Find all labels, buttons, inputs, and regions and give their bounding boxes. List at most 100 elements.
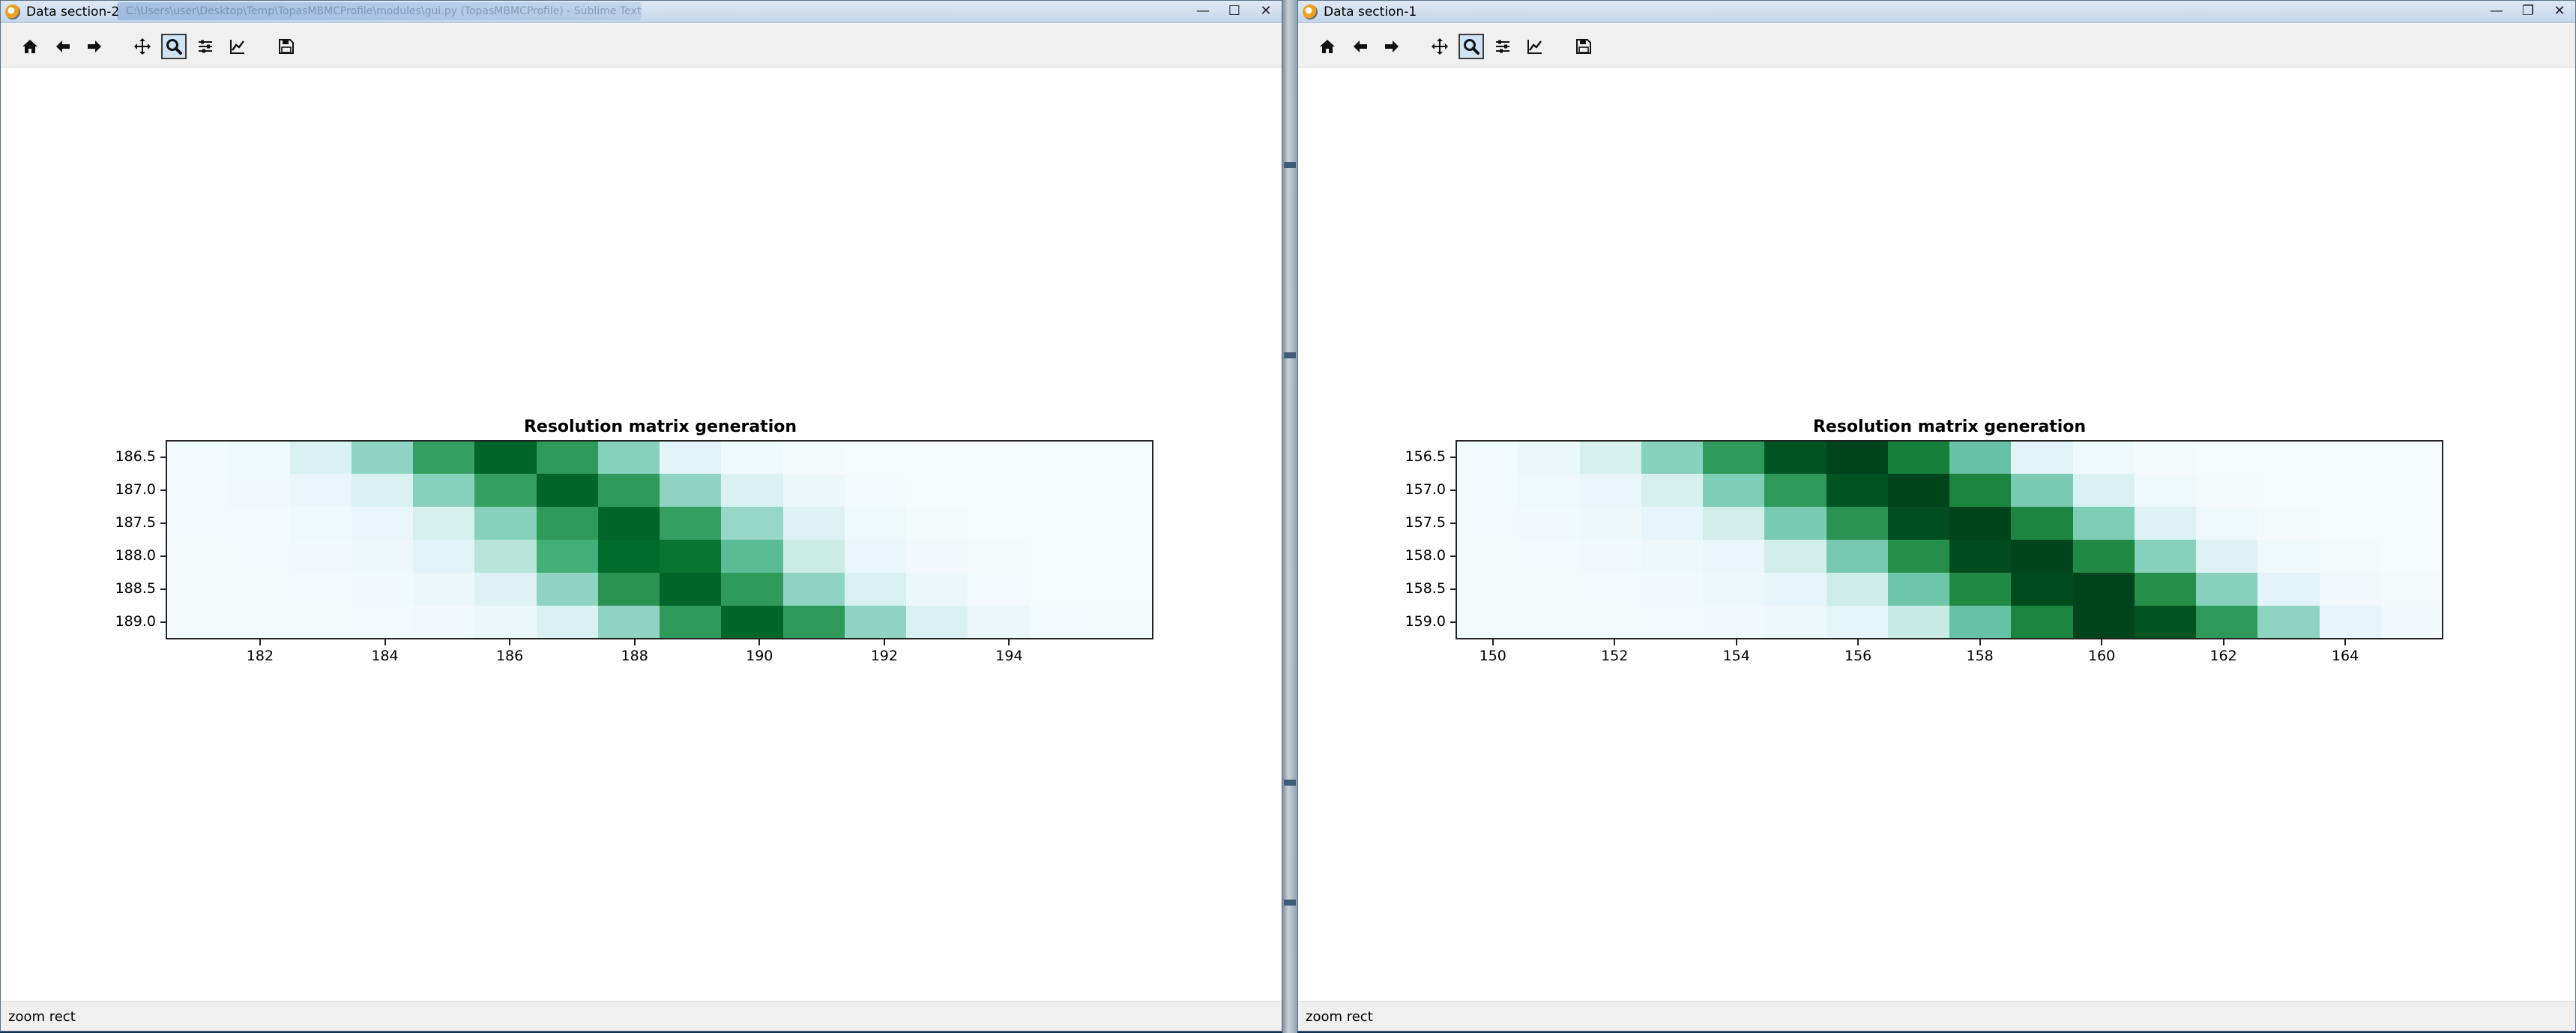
zoom-button[interactable] [161, 34, 187, 59]
heatmap-cell [1703, 507, 1766, 540]
chart-title: Resolution matrix generation [1812, 418, 2087, 436]
heatmap-cell [2257, 540, 2320, 573]
heatmap-cell [968, 441, 1031, 475]
figure-window-left[interactable]: C:\Users\user\Desktop\Temp\TopasMBMCProf… [0, 0, 1282, 1032]
zoom-icon [166, 39, 182, 55]
figure-window-right[interactable]: Data section-1 — ❐ ✕ Resolution matrix g… [1297, 0, 2576, 1032]
save-button[interactable] [1571, 34, 1596, 59]
y-tick [160, 555, 166, 557]
heatmap-cell [536, 573, 599, 606]
heatmap-cell [1703, 573, 1766, 606]
minimize-button[interactable]: — [1196, 2, 1210, 19]
pan-icon [1432, 38, 1448, 55]
x-tick-label: 192 [870, 648, 898, 664]
close-button[interactable]: ✕ [2554, 2, 2566, 19]
heatmap-cell [1887, 540, 1950, 573]
minimize-button[interactable]: — [2490, 2, 2503, 19]
heatmap-cell [2319, 540, 2382, 573]
home-icon [22, 40, 37, 53]
y-tick-label: 186.5 [115, 448, 156, 465]
heatmap-cell [844, 573, 907, 606]
app-icon [1303, 4, 1318, 19]
x-tick-label: 162 [2209, 648, 2237, 664]
edit-axis-button[interactable] [225, 34, 250, 59]
close-button[interactable]: ✕ [1260, 2, 1272, 19]
pan-button[interactable] [130, 34, 155, 59]
heatmap-cell [1029, 606, 1092, 639]
x-tick [384, 639, 386, 645]
heatmap-cell [906, 474, 969, 508]
heatmap-cell [906, 573, 969, 606]
heatmap-cell [2011, 441, 2074, 475]
heatmap-cell [660, 573, 723, 606]
home-button[interactable] [17, 34, 43, 59]
heatmap-cell [2134, 606, 2197, 639]
heatmap-cell [2011, 606, 2074, 639]
heatmap-cell [228, 573, 291, 606]
pan-button[interactable] [1427, 34, 1453, 59]
maximize-button[interactable]: ❐ [2521, 2, 2535, 19]
heatmap-cell [1949, 507, 2012, 540]
heatmap-cell [536, 540, 599, 573]
heatmap-cell [2072, 441, 2135, 475]
heatmap-cell [1456, 606, 1519, 639]
heatmap-cell [660, 441, 723, 475]
heatmap-cell [1518, 606, 1581, 639]
heatmap-cell [2380, 507, 2443, 540]
heatmap-cell [1091, 474, 1153, 508]
heatmap-cell [2072, 474, 2135, 508]
home-button[interactable] [1315, 34, 1340, 59]
heatmap-cell [1703, 441, 1766, 475]
save-button[interactable] [274, 34, 299, 59]
heatmap-cell [906, 441, 969, 475]
heatmap-cell [2380, 441, 2443, 475]
edit-axis-button[interactable] [1522, 34, 1548, 59]
heatmap-cell [721, 573, 784, 606]
heatmap-cell [1029, 474, 1092, 508]
heatmap-cell [413, 573, 476, 606]
heatmap-cell [1518, 540, 1581, 573]
app-icon [5, 4, 20, 19]
title-bar[interactable]: C:\Users\user\Desktop\Temp\TopasMBMCProf… [1, 1, 1282, 23]
title-bar[interactable]: Data section-1 — ❐ ✕ [1298, 1, 2575, 23]
heatmap-cell [351, 441, 414, 475]
zoom-button[interactable] [1459, 34, 1484, 59]
heatmap-cell [1641, 507, 1704, 540]
y-tick [1450, 588, 1456, 590]
heatmap-cell [1579, 507, 1642, 540]
configure-subplots-button[interactable] [1490, 34, 1515, 59]
heatmap-cell [228, 474, 291, 508]
figure-canvas[interactable]: Resolution matrix generation 156.5 157.0 15… [1298, 68, 2575, 1001]
heatmap-cell [1579, 474, 1642, 508]
heatmap-cell [1579, 606, 1642, 639]
heatmap-cell [597, 441, 660, 475]
figure-canvas[interactable]: Resolution matrix generation 186.5 187.0 18… [1, 68, 1282, 1001]
forward-arrow-button[interactable] [1379, 34, 1405, 59]
configure-subplots-button[interactable] [193, 34, 218, 59]
heatmap-cell [1641, 573, 1704, 606]
heatmap-cell [906, 507, 969, 540]
heatmap-cell [289, 507, 352, 540]
heatmap-cell [2011, 507, 2074, 540]
heatmap-cell [721, 540, 784, 573]
heatmap-cell [1579, 441, 1642, 475]
pan-icon [134, 38, 151, 55]
heatmap-cell [597, 540, 660, 573]
back-arrow-button[interactable] [50, 34, 76, 59]
edit-axis-icon [1527, 40, 1542, 54]
heatmap-cell [289, 474, 352, 508]
heatmap-cell [351, 474, 414, 508]
heatmap-cell [597, 606, 660, 639]
heatmap-cell [660, 606, 723, 639]
heatmap-cell [1091, 540, 1153, 573]
heatmap-cell [413, 606, 476, 639]
heatmap-cell [2319, 507, 2382, 540]
heatmap-cell [536, 507, 599, 540]
forward-arrow-icon [1385, 40, 1399, 52]
heatmap-cell [1764, 507, 1827, 540]
save-icon [1576, 39, 1591, 54]
back-arrow-button[interactable] [1348, 34, 1373, 59]
x-tick-label: 154 [1722, 648, 1750, 664]
maximize-button[interactable]: ☐ [1228, 2, 1241, 19]
forward-arrow-button[interactable] [82, 34, 107, 59]
